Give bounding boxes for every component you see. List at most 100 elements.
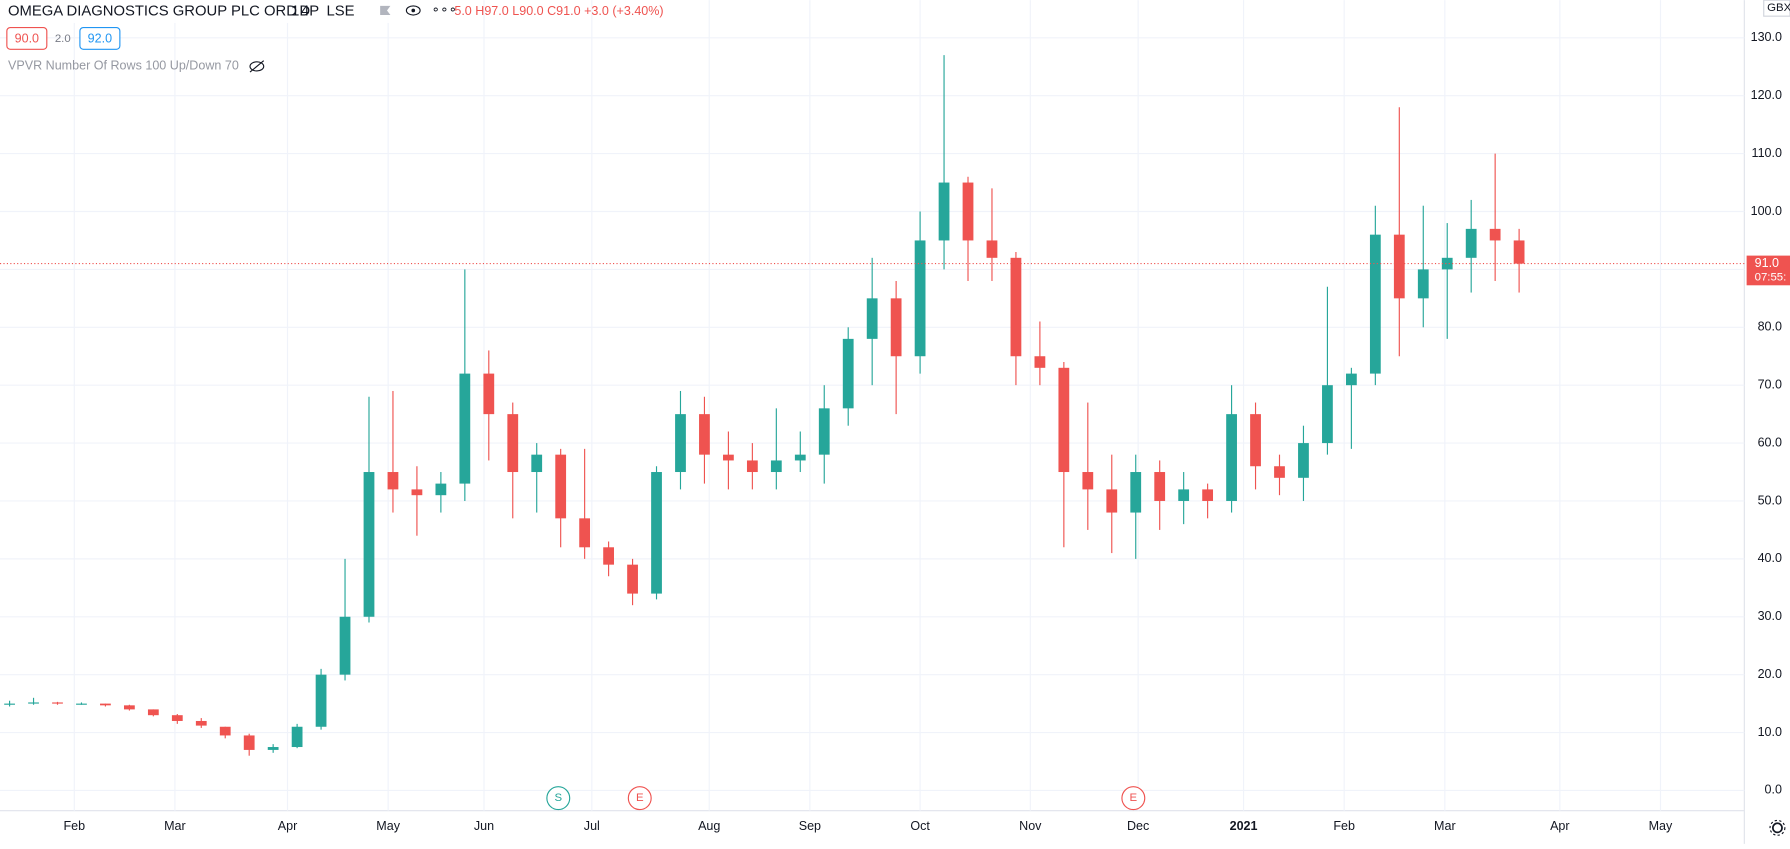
candle-body <box>651 472 662 594</box>
candle-body <box>363 472 375 617</box>
indicator-label: VPVR Number Of Rows 100 Up/Down 70 <box>8 59 239 73</box>
candle-body <box>842 338 854 409</box>
candle-body <box>699 414 710 455</box>
candle-body <box>1154 472 1166 501</box>
y-tick-label: 60.0 <box>1758 435 1782 449</box>
candle-body <box>794 454 806 461</box>
candle-body <box>1226 414 1237 501</box>
event-marker[interactable] <box>546 786 571 811</box>
spread: 2.0 <box>55 33 71 45</box>
candle-body <box>435 483 447 496</box>
candle-body <box>1082 472 1094 490</box>
candle-body <box>411 489 423 496</box>
x-tick-label: Jun <box>474 819 494 833</box>
candle-body <box>123 705 135 710</box>
candle-body <box>291 726 303 748</box>
candle-body <box>1034 356 1046 368</box>
event-label: E <box>1130 792 1138 804</box>
candle-body <box>459 373 471 484</box>
countdown: 07:55: <box>1755 271 1787 283</box>
candle-body <box>1489 228 1501 241</box>
x-tick-label: Aug <box>698 819 720 833</box>
candle-body <box>1393 234 1405 299</box>
y-tick-label: 0.0 <box>1765 783 1782 797</box>
candle-body <box>1058 367 1070 473</box>
candle-body <box>627 564 638 594</box>
x-tick-label: May <box>1649 819 1673 833</box>
x-tick-label: Dec <box>1127 819 1149 833</box>
candle-body <box>746 460 758 473</box>
candle-body <box>1298 443 1309 478</box>
candle-body <box>147 709 159 716</box>
bid-box[interactable] <box>6 27 48 50</box>
candle-body <box>243 735 255 750</box>
y-tick-label: 70.0 <box>1758 377 1782 391</box>
candle-body <box>603 547 614 565</box>
currency-box[interactable] <box>1763 0 1790 17</box>
eye-icon[interactable] <box>405 5 421 16</box>
candle-body <box>986 240 998 258</box>
x-tick-label: Nov <box>1019 819 1042 833</box>
candle-body <box>100 703 111 706</box>
candle-body <box>1345 373 1357 386</box>
candle-body <box>555 454 567 519</box>
interval[interactable]: 1D <box>291 4 310 20</box>
candle-body <box>339 616 351 675</box>
x-tick-label: Sep <box>799 819 821 833</box>
candle-body <box>579 518 591 548</box>
candle-body <box>1441 257 1453 270</box>
last-price-label: 91.0 <box>1755 256 1779 270</box>
candle-body <box>507 414 519 473</box>
x-tick-label: Feb <box>63 819 85 833</box>
bid: 90.0 <box>15 31 39 45</box>
last-price-tag <box>1746 255 1790 286</box>
candle-body <box>171 715 183 721</box>
candle-body <box>818 408 830 455</box>
event-marker[interactable] <box>627 786 652 811</box>
candle-body <box>1178 489 1190 501</box>
y-tick-label: 80.0 <box>1758 320 1782 334</box>
ask-box[interactable] <box>79 27 121 50</box>
flag-icon[interactable] <box>380 5 391 16</box>
candle-body <box>1513 240 1525 264</box>
y-tick-label: 100.0 <box>1751 204 1782 218</box>
candle-body <box>1202 489 1214 501</box>
candles <box>4 55 1525 756</box>
more-icon[interactable]: ∘∘∘ <box>432 2 458 17</box>
y-tick-label: 50.0 <box>1758 493 1782 507</box>
candle-body <box>770 460 782 473</box>
candle-body <box>866 298 878 339</box>
symbol-title[interactable]: OMEGA DIAGNOSTICS GROUP PLC ORD 4P <box>8 4 319 20</box>
hidden-icon[interactable] <box>249 60 265 73</box>
y-tick-label: 10.0 <box>1758 725 1782 739</box>
candle-body <box>76 703 87 705</box>
legend-bg <box>0 0 457 24</box>
candle-body <box>1417 269 1429 299</box>
eye-pupil <box>411 8 416 13</box>
candle-body <box>315 674 327 727</box>
candle-body <box>28 702 39 704</box>
event-marker[interactable] <box>1121 786 1146 811</box>
candle-body <box>938 182 950 241</box>
candle-body <box>195 720 207 726</box>
candle-body <box>1465 228 1477 258</box>
candle-body <box>1369 234 1381 374</box>
candle-body <box>962 182 974 241</box>
x-tick-label: Mar <box>1434 819 1456 833</box>
currency: GBX <box>1767 2 1790 14</box>
x-tick-label: Apr <box>278 819 298 833</box>
x-tick-label: May <box>376 819 400 833</box>
x-tick-label: Mar <box>164 819 186 833</box>
x-tick-label: Jul <box>584 819 600 833</box>
ask: 92.0 <box>88 31 112 45</box>
candle-body <box>219 726 231 736</box>
exchange: LSE <box>326 4 354 20</box>
candle-body <box>52 702 63 704</box>
candle-body <box>483 373 495 415</box>
settings-icon[interactable] <box>1769 819 1786 836</box>
ohlc-values: 5.0 H97.0 L90.0 C91.0 +3.0 (+3.40%) <box>454 4 663 18</box>
event-label: S <box>554 792 562 804</box>
